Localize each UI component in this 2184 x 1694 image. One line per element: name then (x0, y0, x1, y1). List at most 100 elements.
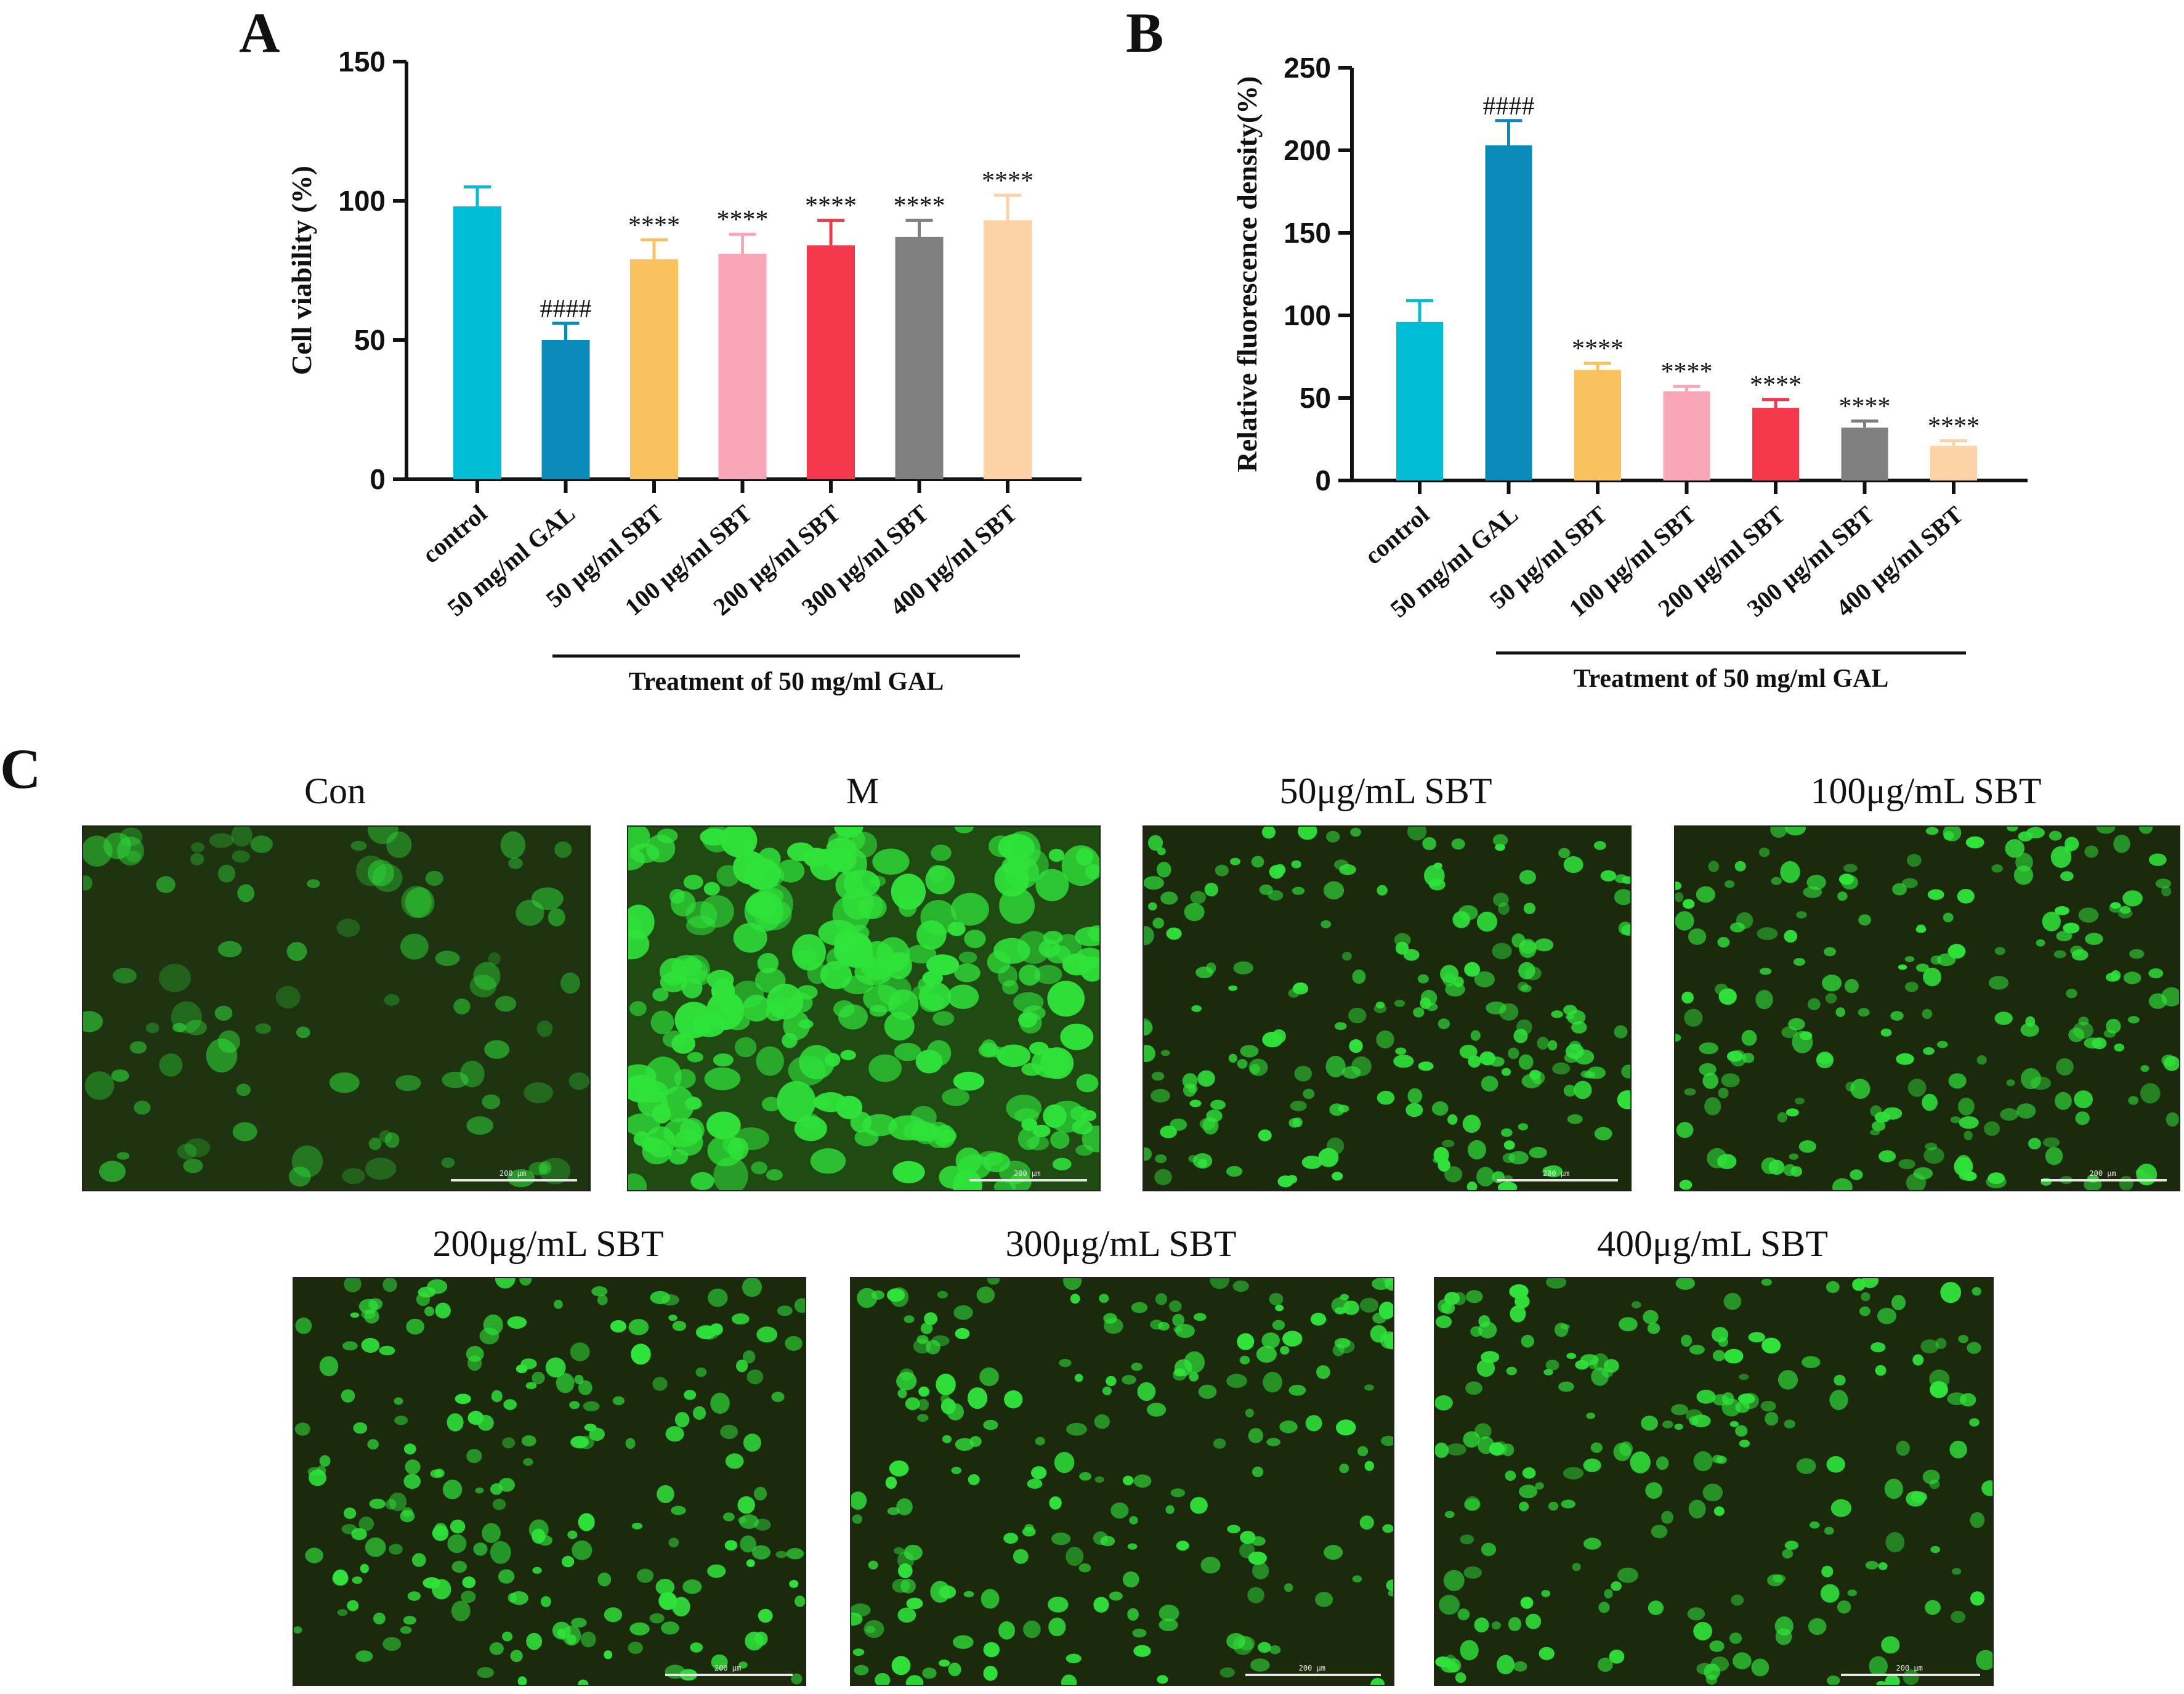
cell (953, 1071, 985, 1091)
cell (2016, 1103, 2036, 1119)
cell (684, 1098, 703, 1110)
cell (352, 1576, 363, 1584)
cell (1729, 1420, 1739, 1427)
cell (350, 1312, 360, 1318)
cell (888, 1115, 928, 1141)
cell (868, 1560, 878, 1570)
cell (1930, 1546, 1941, 1554)
cell (657, 1485, 674, 1504)
cell (1040, 1047, 1074, 1079)
cell (523, 1458, 533, 1466)
cell (738, 1517, 747, 1523)
cell (2128, 1096, 2139, 1105)
cell (1019, 964, 1041, 986)
cell (342, 1168, 365, 1185)
cell (232, 1122, 257, 1141)
cell (1318, 1148, 1339, 1167)
cell (1771, 877, 1782, 885)
cell (2155, 878, 2172, 889)
cell (736, 1360, 748, 1372)
cell (365, 1157, 397, 1180)
cell (896, 1372, 917, 1390)
cell (498, 1569, 515, 1584)
cell (983, 1666, 998, 1681)
fluorescence-micrograph: 200 μm (1674, 825, 2180, 1191)
cell (1735, 1425, 1748, 1437)
cell (835, 871, 863, 900)
cell (969, 1436, 982, 1447)
cell (1522, 1467, 1536, 1479)
significance-label: #### (1483, 92, 1535, 121)
cell (528, 1162, 548, 1175)
cell (1574, 1049, 1595, 1065)
bar (807, 245, 855, 479)
scale-bar-label: 200 μm (1014, 1169, 1041, 1178)
cell (1936, 1040, 1948, 1048)
cell (762, 1096, 781, 1112)
cell (1688, 928, 1707, 945)
cell (1133, 1474, 1152, 1488)
scale-bar-label: 200 μm (1298, 1664, 1325, 1672)
cell (1380, 1435, 1393, 1446)
cell (1742, 1053, 1755, 1063)
cell (1189, 1100, 1202, 1108)
cell-field (628, 827, 1099, 1190)
cell (1619, 1441, 1633, 1456)
chart-b-group: 0 50 100 150 200 250 Relative fluorescence den… (1231, 52, 2028, 693)
cell (1147, 835, 1163, 851)
cell (2060, 871, 2074, 881)
cell (745, 1631, 764, 1651)
cell (561, 1555, 575, 1568)
cell (99, 1161, 126, 1182)
cell (1350, 827, 1361, 837)
cell (2054, 906, 2069, 915)
cell (683, 875, 703, 890)
cell (661, 1621, 679, 1635)
cell (503, 1399, 517, 1410)
cell (754, 967, 786, 994)
cell (538, 1161, 552, 1175)
cell (1841, 875, 1858, 890)
cell (379, 1130, 392, 1143)
cell (1513, 1029, 1528, 1044)
cell (1329, 1103, 1345, 1116)
cell (1360, 1297, 1379, 1313)
cell (1503, 1140, 1515, 1150)
cell (854, 1664, 869, 1676)
cell (184, 1138, 211, 1157)
cell (1876, 1680, 1887, 1685)
micrograph-title: 300μg/mL SBT (1005, 1223, 1237, 1264)
cell (2074, 1090, 2093, 1109)
cell (1463, 1566, 1482, 1579)
cell (1094, 1476, 1104, 1483)
cell (2007, 827, 2018, 832)
cell (684, 1390, 697, 1400)
cell (1834, 1374, 1846, 1386)
cell (572, 1540, 593, 1560)
cell (1219, 1667, 1236, 1678)
cell (111, 1069, 129, 1082)
bar (1396, 322, 1443, 480)
cell (1994, 1011, 2013, 1025)
cell (1435, 1395, 1453, 1411)
cell (1976, 1055, 1987, 1065)
cell (217, 941, 242, 957)
y-tick-label: 50 (1300, 382, 1331, 414)
cell (217, 864, 236, 883)
cell (2127, 1016, 2140, 1024)
cell (389, 1493, 407, 1512)
cell (869, 875, 886, 887)
cell (1046, 945, 1071, 964)
cell (1693, 1622, 1712, 1640)
cell (536, 1020, 553, 1037)
cell (1656, 1456, 1669, 1470)
scale-bar (2040, 1179, 2167, 1181)
cell (1339, 1464, 1349, 1473)
cell (950, 893, 989, 926)
cell-field (294, 1278, 805, 1685)
cell (1509, 1284, 1529, 1299)
cell (1395, 1047, 1407, 1055)
cell (1173, 1326, 1183, 1333)
cell (1388, 1590, 1393, 1597)
cell (1348, 1007, 1367, 1024)
